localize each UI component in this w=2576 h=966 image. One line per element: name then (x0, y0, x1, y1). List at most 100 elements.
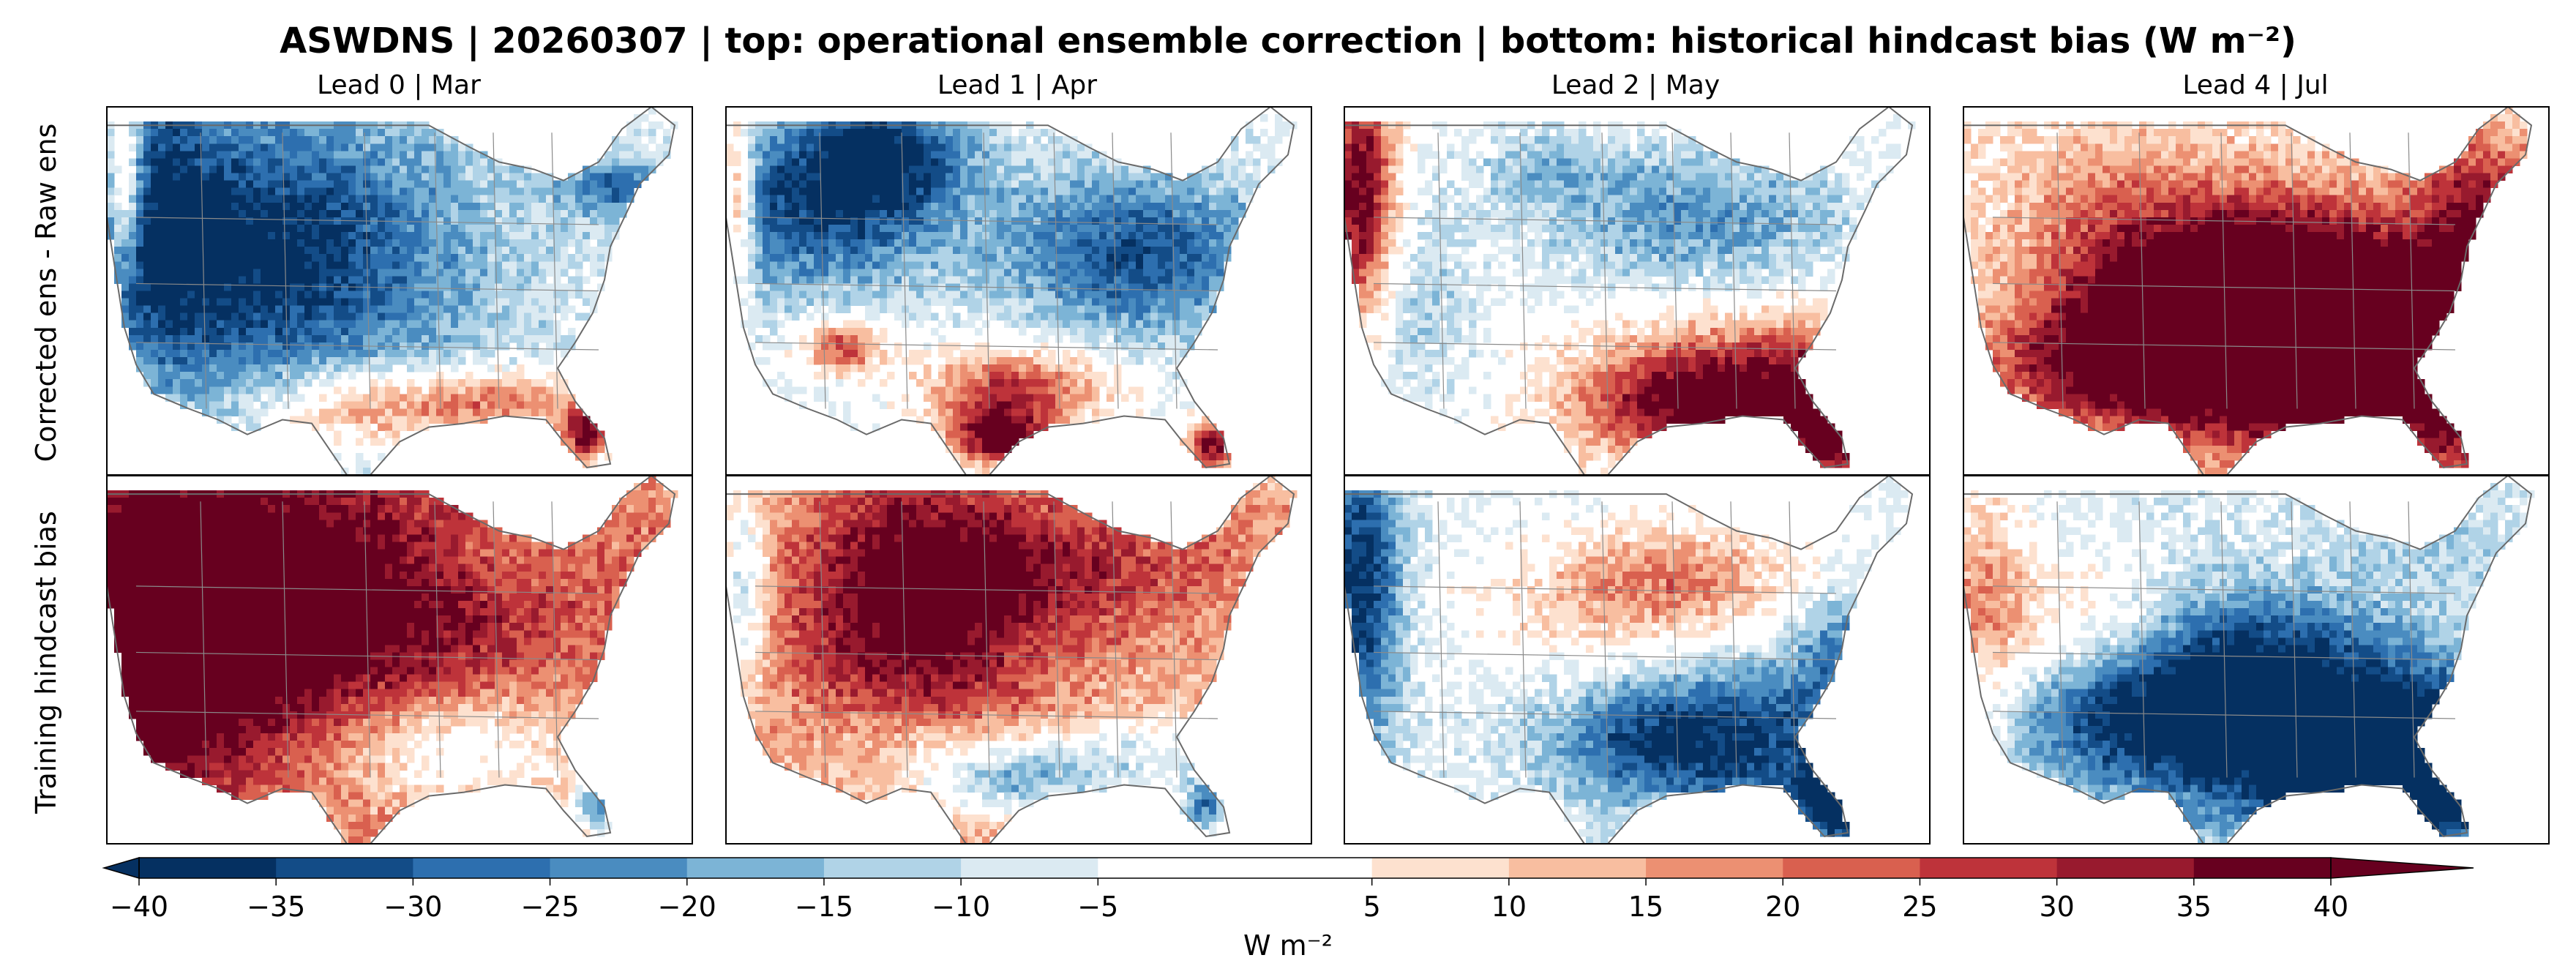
heatmap-cell (902, 254, 910, 262)
heatmap-cell (770, 254, 778, 262)
heatmap-cell (173, 372, 181, 380)
heatmap-cell (1063, 232, 1071, 240)
heatmap-cell (261, 327, 269, 336)
heatmap-cell (960, 445, 968, 454)
heatmap-cell (1158, 291, 1166, 299)
heatmap-cell (209, 239, 217, 247)
heatmap-cell (465, 334, 473, 343)
heatmap-cell (561, 423, 569, 432)
heatmap-cell (151, 312, 159, 321)
heatmap-cell (575, 187, 583, 196)
heatmap-cell (341, 283, 349, 291)
heatmap-cell (946, 187, 954, 196)
heatmap-cell (792, 254, 800, 262)
heatmap-cell (451, 320, 459, 329)
heatmap-cell (590, 247, 598, 255)
heatmap-cell (356, 151, 364, 159)
heatmap-cell (909, 269, 917, 277)
heatmap-cell (1622, 129, 1630, 137)
heatmap-cell (1114, 180, 1122, 189)
heatmap-cell (850, 291, 858, 299)
heatmap-cell (217, 276, 225, 284)
heatmap-cell (604, 187, 613, 196)
heatmap-cell (931, 247, 939, 255)
heatmap-cell (741, 298, 749, 307)
heatmap-cell (290, 364, 298, 372)
heatmap-cell (843, 136, 851, 144)
heatmap-cell (597, 209, 605, 218)
heatmap-cell (217, 187, 225, 196)
heatmap-cell (755, 357, 763, 365)
heatmap-cell (946, 291, 954, 299)
heatmap-cell (429, 276, 437, 284)
heatmap-cell (1542, 129, 1550, 137)
heatmap-cell (612, 202, 620, 211)
heatmap-cell (546, 394, 554, 402)
heatmap-cell (997, 224, 1005, 233)
heatmap-cell (231, 239, 239, 247)
heatmap-cell (224, 276, 232, 284)
heatmap-cell (1085, 269, 1093, 277)
heatmap-cell (363, 430, 371, 439)
heatmap-cell (1026, 173, 1034, 181)
heatmap-cell (568, 291, 576, 299)
heatmap-cell (806, 151, 815, 159)
heatmap-cell (1019, 269, 1027, 277)
heatmap-cell (894, 261, 902, 269)
heatmap-cell (924, 173, 932, 181)
heatmap-cell (1172, 349, 1180, 358)
heatmap-cell (872, 269, 880, 277)
heatmap-cell (924, 143, 932, 151)
heatmap-cell (894, 349, 902, 358)
heatmap-cell (502, 364, 510, 372)
heatmap-cell (975, 349, 983, 358)
heatmap-cell (1374, 136, 1382, 144)
heatmap-cell (960, 438, 968, 446)
heatmap-cell (916, 158, 924, 166)
heatmap-cell (553, 401, 561, 409)
heatmap-cell (1107, 349, 1115, 358)
heatmap-cell (828, 261, 836, 269)
heatmap-cell (378, 165, 386, 173)
heatmap-cell (546, 372, 554, 380)
heatmap-cell (253, 276, 261, 284)
heatmap-cell (931, 136, 939, 144)
heatmap-cell (590, 173, 598, 181)
heatmap-cell (326, 239, 334, 247)
heatmap-cell (334, 151, 342, 159)
heatmap-cell (568, 327, 576, 336)
heatmap-cell (967, 423, 976, 432)
heatmap-cell (173, 239, 181, 247)
heatmap-cell (509, 209, 517, 218)
heatmap-cell (1019, 158, 1027, 166)
heatmap-cell (253, 305, 261, 314)
heatmap-cell (619, 173, 627, 181)
heatmap-cell (348, 312, 356, 321)
heatmap-cell (1026, 165, 1034, 173)
heatmap-cell (356, 320, 364, 329)
heatmap-cell (136, 209, 144, 218)
heatmap-cell (290, 305, 298, 314)
heatmap-cell (422, 202, 430, 211)
heatmap-cell (524, 379, 532, 387)
heatmap-cell (799, 151, 807, 159)
heatmap-cell (348, 187, 356, 196)
heatmap-cell (451, 209, 459, 218)
heatmap-cell (1070, 386, 1078, 394)
heatmap-cell (1099, 173, 1107, 181)
heatmap-cell (385, 401, 393, 409)
heatmap-cell (458, 217, 466, 225)
heatmap-cell (1571, 143, 1579, 151)
heatmap-cell (828, 305, 836, 314)
heatmap-cell (1216, 232, 1224, 240)
heatmap-cell (1180, 320, 1188, 329)
heatmap-cell (1871, 136, 1879, 144)
heatmap-cell (1048, 394, 1056, 402)
heatmap-cell (763, 320, 771, 329)
heatmap-cell (1128, 261, 1137, 269)
heatmap-cell (997, 180, 1005, 189)
heatmap-cell (770, 202, 778, 211)
heatmap-cell (385, 202, 393, 211)
heatmap-cell (590, 187, 598, 196)
heatmap-cell (341, 165, 349, 173)
